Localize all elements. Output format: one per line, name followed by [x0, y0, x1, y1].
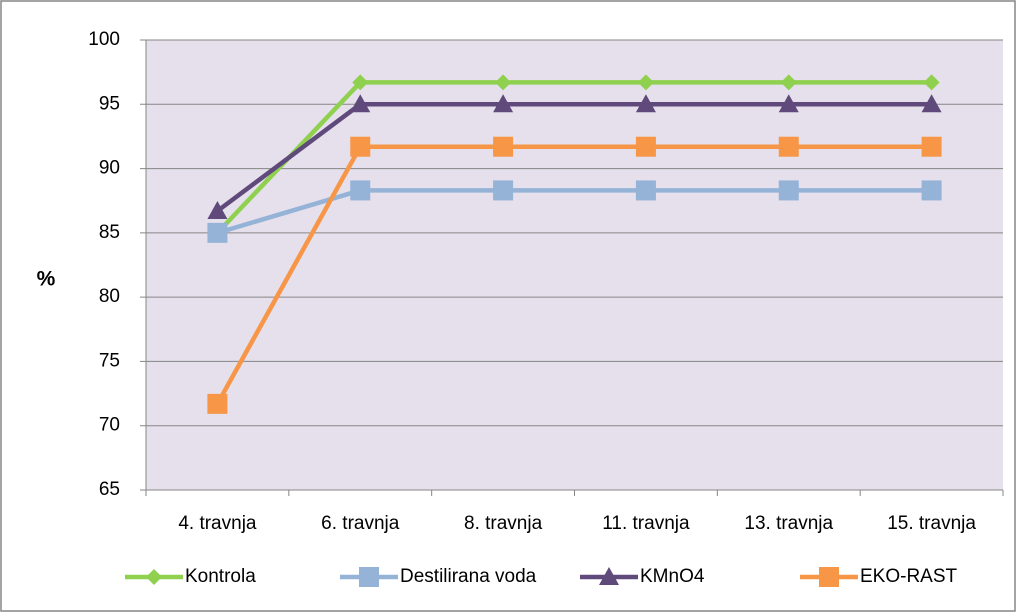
point-marker [350, 94, 371, 113]
series-line [216, 188, 932, 236]
point-marker [921, 136, 942, 157]
point-marker [921, 180, 942, 201]
y-axis-label: % [37, 268, 56, 291]
y-tick-label: 75 [99, 350, 120, 371]
point-marker [635, 180, 656, 201]
point-marker [923, 74, 940, 91]
series-line [215, 144, 932, 405]
x-tick-label: 8. travnja [464, 513, 543, 534]
point-marker [493, 94, 514, 113]
y-tick-label: 95 [99, 93, 120, 114]
point-marker [350, 136, 371, 157]
point-marker [635, 94, 656, 113]
legend-label: Kontrola [185, 566, 256, 587]
legend-label: EKO-RAST [860, 566, 958, 587]
point-marker [637, 74, 654, 91]
point-marker [493, 180, 514, 201]
point-marker [635, 136, 656, 157]
point-marker [495, 74, 512, 91]
point-marker [778, 136, 799, 157]
point-marker [493, 136, 514, 157]
legend-marker [599, 567, 619, 585]
point-marker [778, 94, 799, 113]
x-tick-label: 15. travnja [887, 513, 976, 534]
point-marker [350, 180, 371, 201]
legend-marker [146, 569, 162, 585]
point-marker [207, 222, 228, 243]
legend-marker [359, 567, 379, 587]
y-tick-label: 80 [99, 286, 120, 307]
series-line [215, 80, 932, 235]
point-marker [352, 74, 369, 91]
x-tick-label: 4. travnja [178, 513, 257, 534]
point-marker [207, 201, 228, 219]
point-marker [780, 74, 797, 91]
legend-marker [819, 567, 839, 587]
series-line [216, 102, 932, 213]
y-tick-label: 65 [99, 479, 120, 500]
point-marker [207, 393, 228, 414]
y-tick-label: 100 [88, 29, 120, 50]
legend-label: Destilirana voda [400, 566, 537, 587]
x-tick-label: 13. travnja [744, 513, 833, 534]
plot-area [146, 40, 1003, 490]
y-tick-label: 90 [99, 158, 120, 179]
x-tick-label: 11. travnja [602, 513, 690, 534]
y-tick-label: 85 [99, 222, 120, 243]
point-marker [778, 180, 799, 201]
legend-label: KMnO4 [640, 566, 705, 587]
x-tick-label: 6. travnja [321, 513, 400, 534]
point-marker [921, 94, 942, 113]
y-tick-label: 70 [99, 415, 120, 436]
